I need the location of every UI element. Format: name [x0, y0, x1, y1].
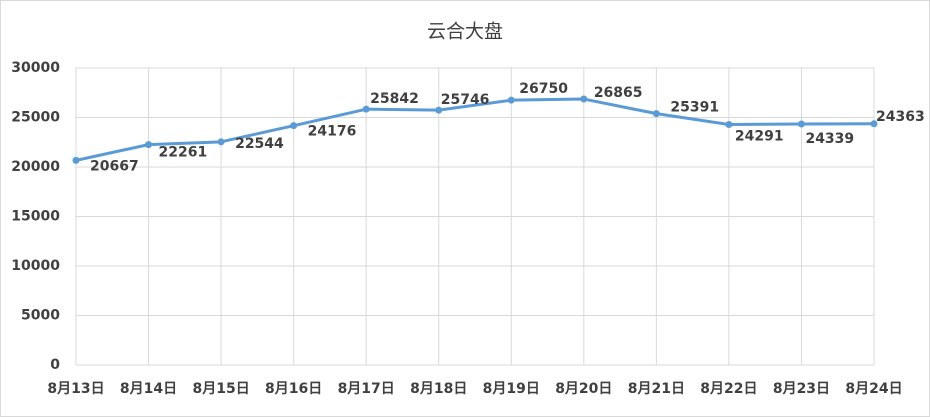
data-label: 24363 — [876, 109, 925, 125]
x-tick-label: 8月17日 — [338, 381, 395, 397]
x-tick-label: 8月13日 — [47, 381, 104, 397]
x-tick-label: 8月16日 — [265, 381, 322, 397]
x-tick-label: 8月22日 — [700, 381, 757, 397]
data-label: 22544 — [235, 136, 284, 152]
data-label: 20667 — [90, 158, 139, 174]
point — [652, 110, 660, 118]
data-label: 25842 — [370, 91, 419, 107]
point — [797, 120, 805, 128]
x-tick-label: 8月18日 — [410, 381, 467, 397]
y-tick-label: 0 — [50, 357, 60, 373]
x-tick-label: 8月14日 — [120, 381, 177, 397]
x-tick-label: 8月24日 — [845, 381, 902, 397]
data-label: 24339 — [805, 131, 854, 147]
line — [75, 97, 875, 162]
data-label: 24176 — [308, 124, 357, 140]
y-tick-label: 30000 — [11, 60, 60, 76]
y-tick-label: 15000 — [11, 209, 60, 225]
point — [217, 138, 225, 146]
y-tick-label: 20000 — [11, 159, 60, 175]
point — [725, 121, 733, 129]
data-label: 26865 — [594, 85, 643, 101]
y-tick-label: 25000 — [11, 110, 60, 126]
point — [435, 106, 443, 114]
point — [362, 105, 370, 113]
y-tick-label: 10000 — [11, 258, 60, 274]
x-tick-label: 8月20日 — [555, 381, 612, 397]
x-tick-label: 8月23日 — [773, 381, 830, 397]
x-tick-label: 8月15日 — [192, 381, 249, 397]
data-label: 26750 — [519, 81, 568, 97]
y-tick-label: 5000 — [21, 308, 60, 324]
point — [870, 120, 878, 128]
point — [580, 95, 588, 103]
x-tick-label: 8月19日 — [483, 381, 540, 397]
point — [290, 122, 298, 130]
point — [507, 96, 515, 104]
data-label: 24291 — [735, 129, 784, 145]
point — [145, 141, 153, 149]
chart-title: 云合大盘 — [427, 21, 503, 43]
data-label: 25746 — [441, 92, 490, 108]
point — [72, 156, 80, 164]
data-label: 22261 — [159, 145, 208, 161]
x-tick-label: 8月21日 — [628, 381, 685, 397]
data-label: 25391 — [670, 100, 719, 116]
